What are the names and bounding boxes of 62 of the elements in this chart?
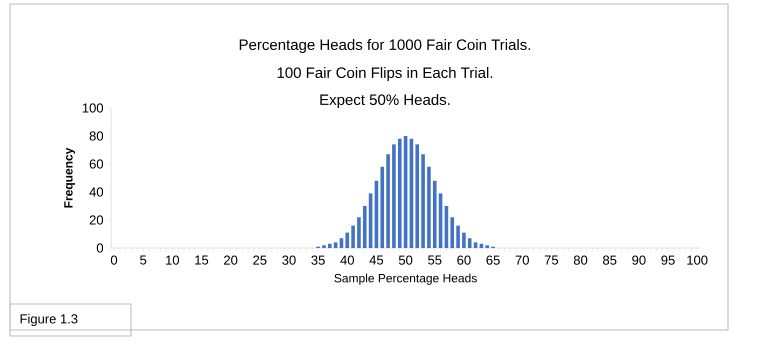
bar: [386, 154, 390, 248]
bar: [432, 180, 437, 248]
bar: [415, 144, 420, 248]
bar: [368, 193, 372, 248]
x-tick-label: 85: [603, 256, 616, 265]
bar: [362, 206, 367, 248]
bar: [485, 245, 490, 248]
x-tick-label: 90: [632, 256, 646, 265]
x-axis-title: Sample Percentage Heads: [334, 274, 477, 285]
bar: [404, 136, 408, 248]
x-tick-label: 95: [661, 256, 675, 265]
x-tick-label: 20: [224, 256, 238, 265]
bar: [340, 238, 344, 248]
bar: [357, 217, 361, 248]
bar: [374, 180, 378, 248]
x-tick-label: 40: [340, 256, 354, 265]
chart-subtitle: 100 Fair Coin Flips in Each Trial.: [278, 67, 492, 81]
x-tick-label: 80: [574, 256, 588, 265]
bar: [444, 206, 448, 248]
y-tick-label: 60: [90, 159, 104, 169]
y-tick-label: 100: [82, 103, 104, 113]
y-tick-label: 20: [90, 215, 104, 225]
x-tick-label: 35: [311, 256, 325, 265]
bar: [345, 232, 350, 248]
bar: [380, 166, 384, 248]
bar: [398, 138, 402, 248]
x-tick-label: 100: [687, 256, 708, 265]
text: Expect 50% Heads.: [320, 94, 450, 108]
x-tick-label: 55: [428, 256, 442, 265]
y-tick-label: 40: [89, 187, 104, 197]
y-tick-label: 0: [96, 243, 104, 253]
x-tick-label: 50: [398, 256, 412, 265]
bar: [468, 238, 472, 248]
x-tick-label: 25: [253, 256, 266, 265]
x-tick-label: 5: [140, 256, 146, 265]
bar: [351, 226, 355, 248]
x-tick-label: 15: [195, 256, 208, 265]
bar: [427, 166, 431, 248]
bar: [456, 226, 460, 248]
x-tick-label: 10: [166, 256, 180, 265]
bar: [392, 144, 396, 248]
y-axis-title: Frequency: [64, 148, 75, 208]
x-tick-label: 60: [457, 256, 471, 265]
x-tick-label: 70: [516, 256, 529, 265]
x-tick-label: 65: [486, 256, 500, 265]
x-tick-label: 45: [369, 256, 384, 265]
x-tick-label: 30: [282, 256, 296, 265]
bar: [322, 245, 326, 248]
bar: [438, 193, 442, 248]
x-tick-label: 0: [110, 256, 118, 265]
bar: [328, 244, 332, 248]
bar: [410, 138, 414, 248]
bar: [334, 242, 338, 248]
bar: [462, 232, 466, 248]
y-tick-label: 80: [90, 131, 104, 141]
bar: [450, 217, 454, 248]
x-tick-label: 75: [544, 256, 558, 265]
bar: [474, 242, 478, 248]
chart-title: Percentage Heads for 1000 Fair Coin Trials.: [240, 39, 530, 53]
bar: [421, 154, 425, 248]
caption: Figure 1.3: [20, 314, 78, 326]
bar: [480, 244, 484, 248]
